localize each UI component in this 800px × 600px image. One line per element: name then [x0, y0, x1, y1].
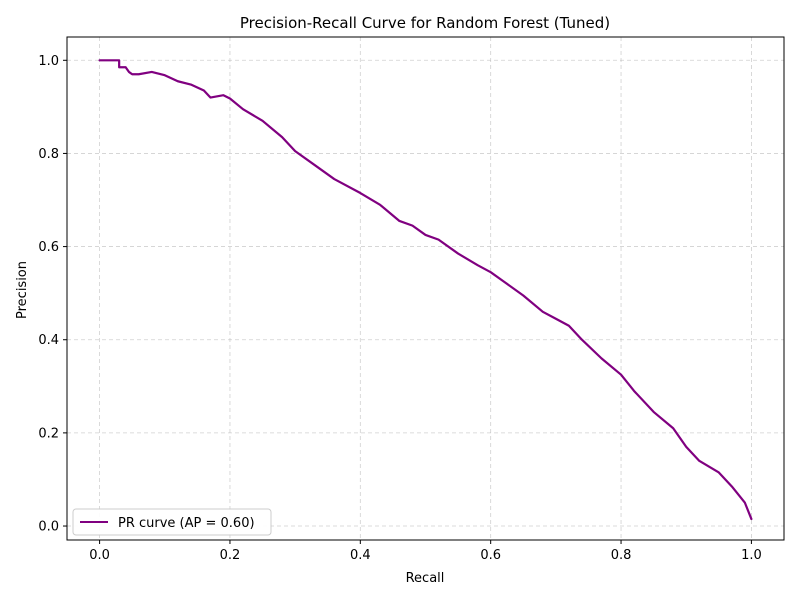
legend-label: PR curve (AP = 0.60): [118, 516, 255, 531]
x-tick-label: 0.8: [611, 548, 632, 563]
y-tick-label: 0.2: [38, 426, 59, 441]
x-tick-label: 1.0: [741, 548, 762, 563]
plot-area: [98, 59, 753, 521]
x-tick-label: 0.0: [89, 548, 110, 563]
pr-curve-line: [98, 59, 753, 521]
chart-title: Precision-Recall Curve for Random Forest…: [240, 14, 610, 32]
plot-frame: [66, 36, 785, 541]
axis-ticks: 0.0 0.2 0.4 0.6 0.8 1.0 0.0 0.2 0.4 0.6 0.8 1.0: [38, 54, 761, 563]
y-tick-label: 0.4: [38, 333, 59, 348]
y-tick-label: 1.0: [38, 54, 59, 69]
y-axis-label: Precision: [15, 261, 30, 319]
y-tick-label: 0.6: [38, 240, 59, 255]
x-tick-label: 0.4: [350, 548, 371, 563]
x-axis-label: Recall: [406, 571, 445, 586]
legend: PR curve (AP = 0.60): [72, 508, 272, 536]
legend-box: [72, 508, 272, 536]
y-tick-label: 0.8: [38, 147, 59, 162]
x-tick-label: 0.6: [480, 548, 501, 563]
y-tick-label: 0.0: [38, 520, 59, 535]
x-tick-label: 0.2: [220, 548, 241, 563]
